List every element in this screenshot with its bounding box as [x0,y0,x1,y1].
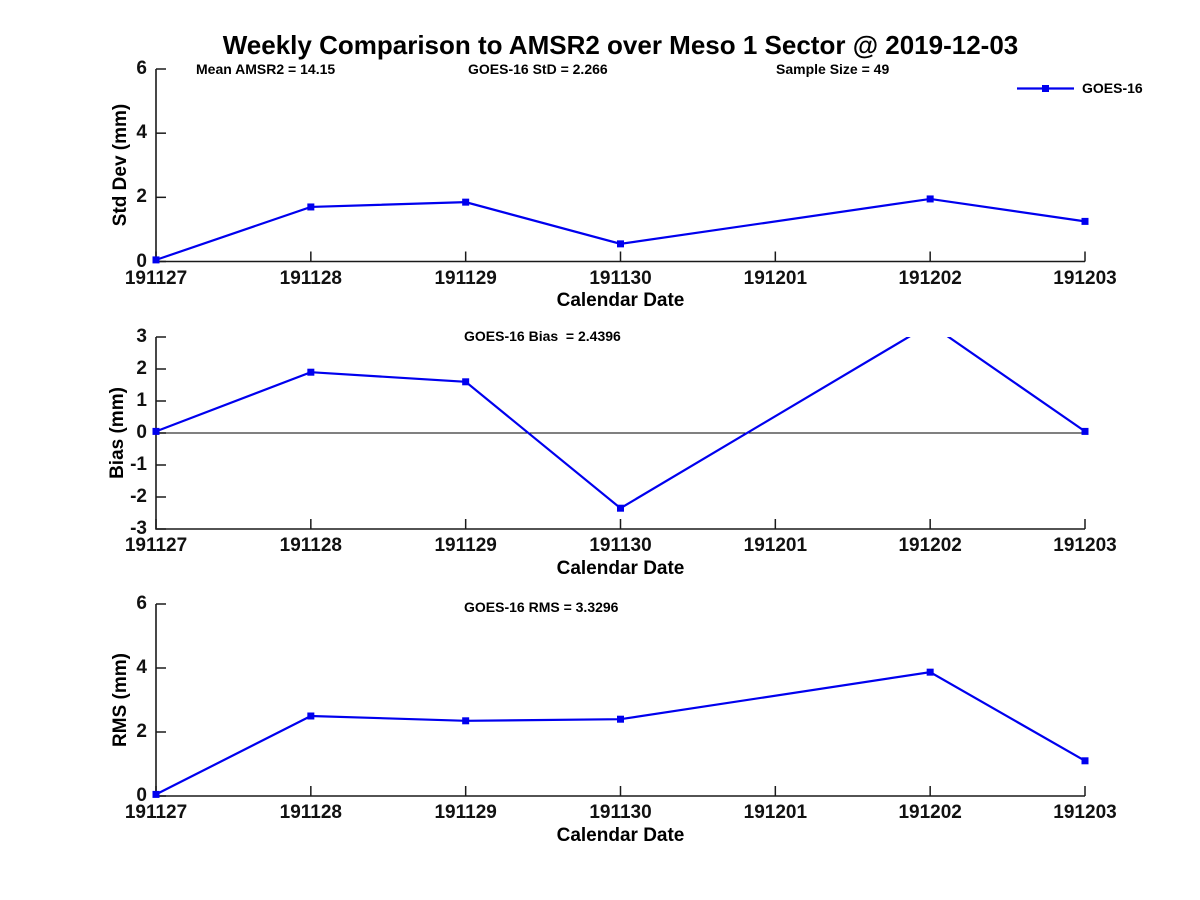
x-tick-label: 191203 [1053,535,1117,556]
y-tick-label: -1 [130,454,147,475]
x-tick-label: 191201 [743,802,808,823]
y-axis-label-stddev: Std Dev (mm) [110,103,131,227]
x-tick-label: 191202 [898,267,962,289]
x-tick-label: 191201 [743,267,808,289]
y-tick-label: 2 [136,721,147,742]
y-tick-label: 4 [136,657,147,678]
y-tick-label: 6 [136,58,147,79]
y-tick-label: 3 [136,326,147,347]
x-tick-label: 191130 [589,802,652,823]
y-tick-label: 0 [136,422,147,443]
y-tick-label: 0 [136,785,147,806]
y-tick-label: 2 [136,358,147,379]
y-tick-label: 4 [136,122,147,144]
x-axis-label-rms: Calendar Date [556,825,685,846]
x-tick-label: 191130 [589,535,652,556]
y-tick-label: 2 [136,186,147,208]
x-tick-label: 191128 [279,267,343,289]
stat-mean-amsr2: Mean AMSR2 = 14.15 [196,61,336,77]
x-tick-label: 191129 [434,535,497,556]
legend-label: GOES-16 [1082,80,1143,96]
stat-goes16-std: GOES-16 StD = 2.266 [468,61,608,77]
stat-goes16-bias: GOES-16 Bias = 2.4396 [464,328,621,344]
x-tick-label: 191127 [124,267,188,289]
x-tick-label: 191128 [279,535,343,556]
stat-goes16-rms: GOES-16 RMS = 3.3296 [464,599,619,615]
x-tick-label: 191130 [589,267,652,289]
y-tick-label: 1 [136,390,147,411]
stat-sample-size: Sample Size = 49 [776,61,890,77]
x-axis-label-stddev: Calendar Date [556,290,685,311]
y-tick-label: 0 [136,250,147,272]
x-axis-label-bias: Calendar Date [556,558,685,579]
y-tick-label: -2 [130,486,147,507]
x-tick-label: 191129 [434,267,497,289]
y-tick-label: -3 [130,518,147,539]
x-tick-label: 191129 [434,802,497,823]
x-tick-label: 191203 [1053,267,1117,289]
x-tick-label: 191202 [898,535,962,556]
x-tick-label: 191203 [1053,802,1117,823]
x-tick-label: 191202 [898,802,962,823]
figure-title: Weekly Comparison to AMSR2 over Meso 1 S… [222,30,1019,60]
x-tick-label: 191127 [124,535,188,556]
x-tick-label: 191127 [124,802,188,823]
x-tick-label: 191201 [743,535,808,556]
y-tick-label: 6 [136,593,147,614]
x-tick-label: 191128 [279,802,343,823]
